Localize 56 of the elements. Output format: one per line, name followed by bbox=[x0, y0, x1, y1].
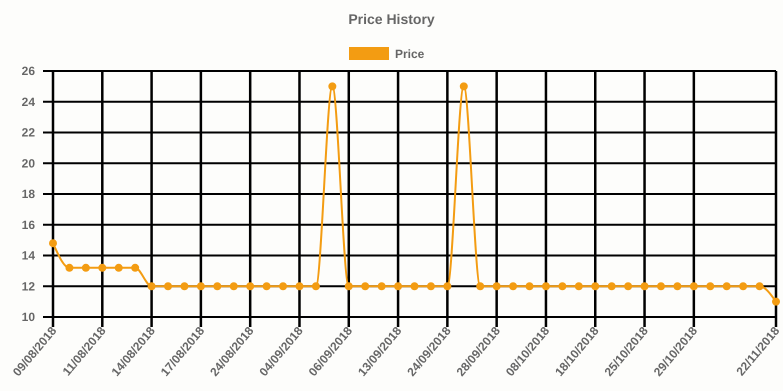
point bbox=[344, 282, 353, 290]
point bbox=[656, 282, 665, 290]
y-tick-label: 20 bbox=[22, 156, 36, 170]
point bbox=[624, 282, 632, 290]
point bbox=[410, 282, 418, 290]
point bbox=[361, 282, 370, 290]
point bbox=[690, 282, 698, 290]
point bbox=[756, 282, 764, 290]
chart-title: Price History bbox=[348, 11, 435, 27]
point bbox=[460, 82, 468, 90]
point bbox=[148, 282, 156, 290]
point bbox=[312, 282, 320, 290]
point bbox=[542, 282, 550, 290]
point bbox=[426, 282, 435, 290]
point bbox=[722, 282, 731, 290]
point bbox=[279, 282, 288, 290]
point bbox=[230, 282, 238, 290]
point bbox=[591, 282, 600, 290]
y-tick-label: 16 bbox=[22, 218, 36, 232]
point bbox=[180, 282, 188, 290]
point bbox=[262, 282, 271, 290]
y-tick-label: 26 bbox=[22, 64, 36, 78]
y-tick-label: 12 bbox=[22, 279, 36, 294]
point bbox=[673, 282, 682, 290]
point bbox=[246, 282, 254, 290]
point bbox=[65, 264, 74, 272]
point bbox=[328, 82, 336, 90]
point bbox=[640, 282, 649, 290]
point bbox=[526, 282, 534, 290]
point bbox=[295, 282, 304, 290]
point bbox=[98, 264, 106, 272]
point bbox=[131, 264, 140, 272]
y-tick-label: 10 bbox=[22, 310, 36, 324]
legend-label: Price bbox=[395, 47, 425, 61]
point bbox=[492, 282, 501, 290]
point bbox=[706, 282, 714, 290]
point bbox=[196, 282, 205, 290]
point bbox=[213, 282, 222, 290]
y-tick-label: 24 bbox=[22, 94, 36, 109]
point bbox=[608, 282, 616, 290]
point bbox=[164, 282, 172, 290]
point bbox=[509, 282, 518, 290]
point bbox=[394, 282, 402, 290]
y-tick-label: 22 bbox=[22, 126, 36, 140]
point bbox=[114, 264, 123, 272]
point bbox=[739, 282, 748, 290]
y-tick-label: 14 bbox=[22, 248, 36, 262]
point bbox=[772, 298, 780, 306]
y-tick-label: 18 bbox=[22, 187, 36, 201]
point bbox=[82, 264, 90, 272]
point bbox=[378, 282, 386, 290]
point bbox=[49, 239, 57, 248]
point bbox=[443, 282, 452, 290]
point bbox=[574, 282, 583, 290]
point bbox=[476, 282, 484, 290]
point bbox=[558, 282, 566, 290]
